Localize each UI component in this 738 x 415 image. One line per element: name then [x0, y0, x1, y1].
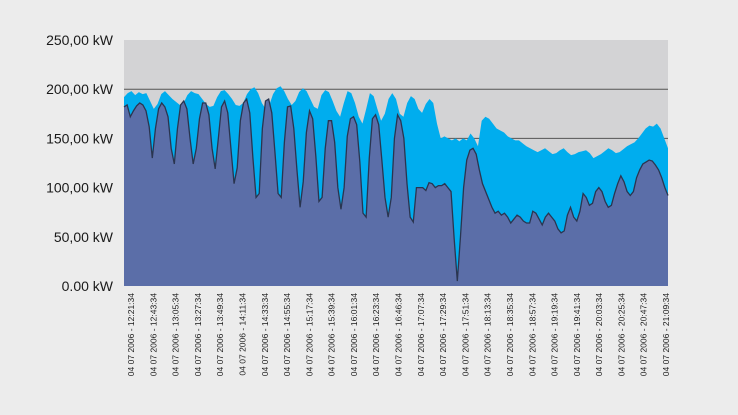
x-tick-label-14: 04 07 2006 - 17:29:34	[438, 293, 448, 376]
x-tick-label-16: 04 07 2006 - 18:13:34	[483, 293, 493, 376]
x-tick-label-15: 04 07 2006 - 17:51:34	[460, 293, 470, 376]
x-tick-label-4: 04 07 2006 - 13:49:34	[215, 293, 225, 376]
series-lower-line	[123, 97, 669, 282]
x-tick-label-2: 04 07 2006 - 13:05:34	[171, 293, 181, 376]
x-tick-label-13: 04 07 2006 - 17:07:34	[416, 293, 426, 376]
y-tick-label-2: 100,00 kW	[46, 180, 114, 196]
x-tick-label-21: 04 07 2006 - 20:03:34	[594, 293, 604, 376]
x-tick-label-8: 04 07 2006 - 15:17:34	[304, 293, 314, 376]
x-tick-label-0: 04 07 2006 - 12:21:34	[126, 293, 136, 376]
x-tick-label-1: 04 07 2006 - 12:43:34	[148, 293, 158, 376]
x-tick-label-19: 04 07 2006 - 19:19:34	[550, 293, 560, 376]
y-tick-label-5: 250,00 kW	[46, 32, 114, 48]
x-tick-label-11: 04 07 2006 - 16:23:34	[371, 293, 381, 376]
y-tick-label-3: 150,00 kW	[46, 130, 114, 146]
x-tick-label-12: 04 07 2006 - 16:46:34	[394, 293, 404, 376]
x-tick-label-6: 04 07 2006 - 14:33:34	[260, 293, 270, 376]
x-tick-label-3: 04 07 2006 - 13:27:34	[193, 293, 203, 376]
x-tick-label-5: 04 07 2006 - 14:11:34	[238, 293, 248, 376]
x-tick-label-10: 04 07 2006 - 16:01:34	[349, 293, 359, 376]
x-tick-label-22: 04 07 2006 - 20:25:34	[616, 293, 626, 376]
x-tick-label-23: 04 07 2006 - 20:47:34	[639, 293, 649, 376]
x-tick-label-18: 04 07 2006 - 18:57:34	[527, 293, 537, 376]
y-tick-label-1: 50,00 kW	[54, 229, 114, 245]
x-tick-label-20: 04 07 2006 - 19:41:34	[572, 293, 582, 376]
y-tick-label-0: 0.00 kW	[62, 278, 114, 294]
y-axis-ticks: 0.00 kW 50,00 kW 100,00 kW 150,00 kW 200,00 …	[46, 32, 114, 294]
x-tick-label-24: 04 07 2006 - 21:09:34	[661, 293, 671, 376]
series-lower-area	[124, 99, 668, 286]
x-tick-label-7: 04 07 2006 - 14:55:34	[282, 293, 292, 376]
x-axis-ticks: 04 07 2006 - 12:21:34 04 07 2006 - 12:43:…	[126, 293, 671, 376]
x-tick-label-9: 04 07 2006 - 15:39:34	[327, 293, 337, 376]
x-tick-label-17: 04 07 2006 - 18:35:34	[505, 293, 515, 376]
y-tick-label-4: 200,00 kW	[46, 81, 114, 97]
